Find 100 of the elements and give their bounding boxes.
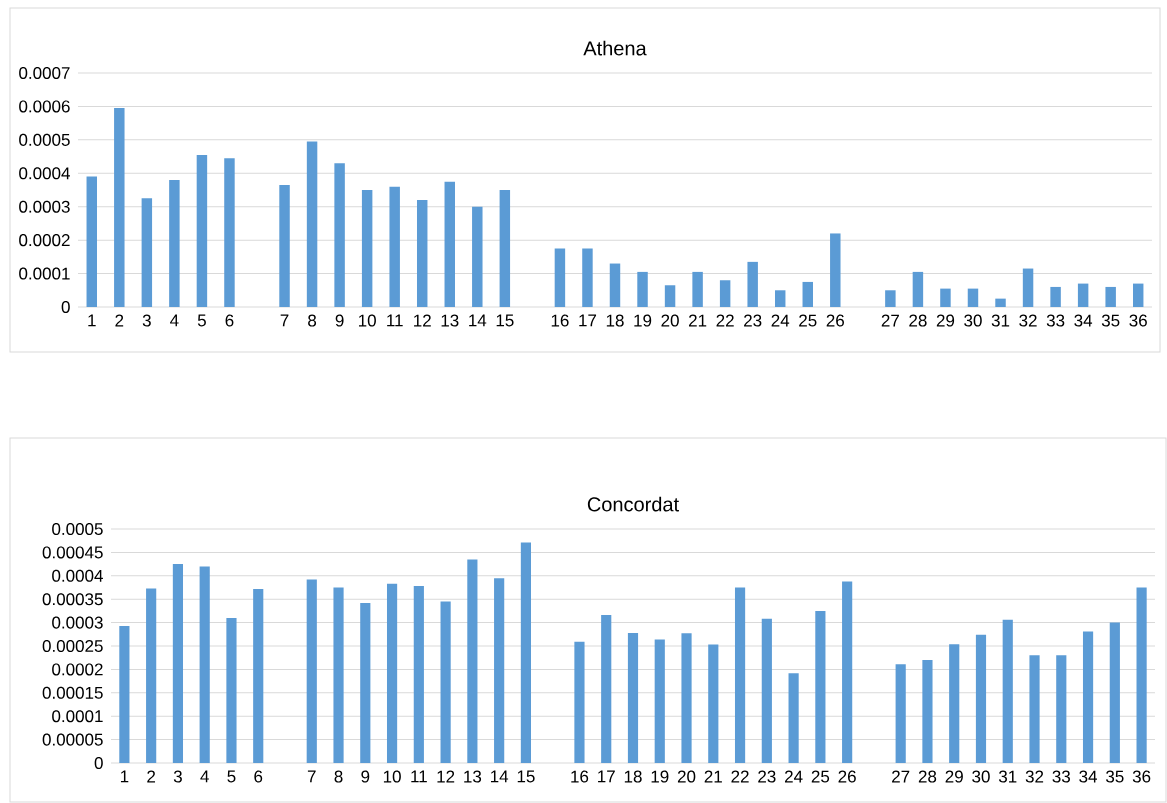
bar [360,602,371,763]
x-tick-label: 3 [173,770,182,783]
x-tick-label: 13 [464,770,482,783]
x-tick-label: 2 [147,770,156,783]
bar [1056,655,1067,763]
x-tick-label: 10 [359,314,376,327]
x-tick-label: 13 [441,314,459,327]
bar [306,579,317,763]
y-tick-label: 0.0004 [19,167,70,180]
bar [440,601,451,763]
x-tick-label: 33 [1046,314,1065,327]
bar [681,633,692,763]
chart-title: Athena [583,40,647,56]
y-tick-label: 0 [94,756,103,770]
x-tick-label: 9 [335,314,344,327]
bar [774,290,786,307]
x-tick-label: 7 [280,314,289,327]
x-tick-label: 26 [838,770,856,783]
x-tick-label: 4 [170,314,179,327]
bar [830,233,841,307]
bar [627,632,639,763]
bar [582,248,593,307]
bar [389,186,400,307]
bar [885,290,896,307]
y-tick-label: 0.0007 [19,66,70,80]
x-tick-label: 18 [624,770,642,783]
x-tick-label: 28 [918,770,937,783]
x-tick-label: 30 [964,314,982,327]
chart-title: Concordat [587,496,679,512]
bar [788,673,799,763]
y-tick-label: 0.0003 [52,616,103,629]
x-tick-label: 21 [689,314,707,327]
x-tick-label: 9 [361,770,370,783]
y-tick-label: 0 [61,300,70,314]
x-tick-label: 33 [1052,770,1070,783]
bar [842,581,853,763]
bar [802,281,813,307]
x-tick-label: 36 [1132,770,1151,783]
bar [1029,655,1040,763]
x-tick-label: 5 [197,314,206,327]
y-tick-label: 0.00045 [42,546,103,559]
bar [306,141,318,307]
y-tick-label: 0.0006 [19,100,70,113]
x-tick-label: 25 [799,314,817,327]
y-tick-label: 0.0002 [52,663,103,676]
bar [708,644,719,763]
bar [761,618,772,763]
bar [815,610,826,763]
bar [692,271,703,307]
x-tick-label: 36 [1129,314,1147,327]
bar [119,625,130,763]
bar [472,206,483,307]
bar [940,288,951,307]
x-tick-label: 24 [771,314,790,327]
x-tick-label: 4 [200,770,209,783]
y-tick-label: 0.00005 [42,733,103,746]
x-tick-label: 23 [758,770,776,783]
bar [416,200,428,307]
y-tick-label: 0.00025 [42,639,103,653]
x-tick-label: 8 [308,314,317,327]
bar [1077,283,1089,307]
x-tick-label: 28 [909,314,927,327]
bar [413,586,424,763]
x-tick-label: 34 [1074,314,1093,327]
bar [1082,631,1094,763]
bar [554,248,566,307]
bar [169,179,180,307]
bar [1109,622,1120,763]
x-tick-label: 11 [411,770,427,783]
x-tick-label: 25 [811,770,830,783]
x-tick-label: 3 [142,314,151,327]
y-tick-label: 0.0002 [19,234,70,247]
x-tick-label: 10 [383,770,401,783]
x-tick-label: 12 [414,314,431,327]
bar [747,261,758,307]
x-tick-label: 20 [677,770,696,783]
y-tick-label: 0.0003 [19,200,70,213]
x-tick-label: 35 [1101,314,1120,327]
x-tick-label: 17 [579,314,597,327]
x-tick-label: 1 [120,770,129,783]
bar [1050,286,1061,307]
x-tick-label: 27 [892,770,910,783]
x-tick-label: 5 [227,770,236,783]
x-tick-label: 11 [387,314,403,327]
bar [609,263,621,307]
y-tick-label: 0.0001 [19,267,70,280]
y-tick-label: 0.0005 [52,522,103,536]
y-tick-label: 0.0005 [19,133,70,146]
bar [664,285,676,307]
x-tick-label: 7 [307,770,316,783]
x-tick-label: 34 [1079,770,1098,783]
x-tick-label: 31 [998,770,1017,783]
x-tick-label: 6 [225,314,234,327]
bar [361,189,373,307]
bar [334,163,345,307]
y-tick-label: 0.00015 [42,686,103,699]
x-tick-label: 8 [334,770,343,783]
x-tick-label: 16 [551,314,569,327]
bar [86,176,97,307]
y-tick-label: 0.0004 [52,569,103,582]
